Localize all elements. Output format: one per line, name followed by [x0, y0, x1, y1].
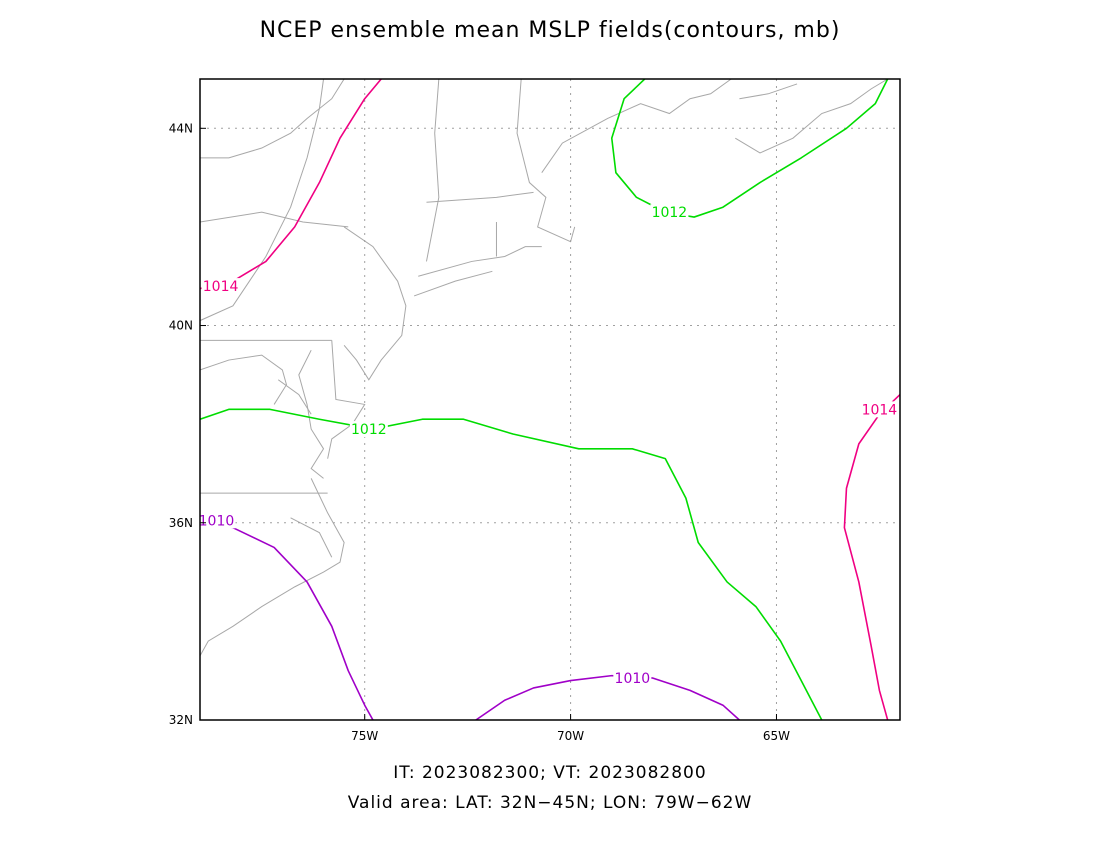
coastline-7: [418, 246, 542, 277]
gridline-layer: [200, 79, 900, 720]
contour-label-bg-4: [197, 512, 236, 529]
contour-1010-4: [200, 517, 374, 720]
coastline-16: [200, 478, 345, 657]
footer-valid-area: Valid area: LAT: 32N−45N; LON: 79W−62W: [347, 793, 753, 813]
contour-label-1014-1: 1014: [862, 402, 898, 418]
coastline-5: [426, 191, 534, 203]
contour-label-bg-2: [349, 421, 388, 438]
contour-1014-1: [843, 393, 900, 720]
contour-label-bg-1: [860, 401, 899, 418]
tick-label-lat-40N: 40N: [169, 319, 193, 333]
footer-times: IT: 2023082300; VT: 2023082800: [393, 763, 707, 783]
contour-layer: [200, 79, 900, 720]
map-title: NCEP ensemble mean MSLP fields(contours,…: [259, 18, 841, 43]
coastline-14: [277, 379, 312, 415]
coastline-20: [735, 79, 888, 154]
contour-1012-3: [610, 79, 889, 218]
coastline-3: [425, 79, 440, 262]
plot-frame: [199, 78, 901, 721]
contour-1014-0: [200, 79, 382, 290]
coastline-4: [516, 79, 576, 243]
coastline-1: [200, 79, 345, 159]
contour-label-1010-4: 1010: [199, 513, 235, 529]
tick-label-lon-75W: 75W: [351, 729, 378, 743]
contour-label-layer: 1014 1014 1012 1012 1010 1010: [197, 204, 899, 687]
contour-label-1010-5: 1010: [615, 671, 651, 687]
coastline-19: [739, 83, 798, 100]
coastline-8: [413, 270, 493, 297]
coastline-11: [327, 340, 366, 459]
coastline-layer: [200, 79, 888, 657]
coastline-12: [298, 349, 325, 479]
tick-label-lat-44N: 44N: [169, 121, 193, 135]
coastline-17: [290, 517, 333, 558]
coastline-2: [200, 211, 349, 228]
contour-label-1014-0: 1014: [203, 279, 239, 295]
contour-label-1012-3: 1012: [652, 205, 688, 221]
tick-label-lat-36N: 36N: [169, 516, 193, 530]
contour-1010-5: [475, 674, 740, 720]
axis-tick-layer: 75W 70W 65W 32N 36N 40N 44N: [169, 121, 790, 743]
tick-label-lat-32N: 32N: [169, 713, 193, 727]
contour-label-bg-5: [613, 670, 652, 687]
coastline-9: [343, 226, 407, 381]
coastline-13: [200, 354, 288, 405]
contour-label-bg-0: [201, 278, 240, 295]
contour-label-bg-3: [650, 204, 689, 221]
coastline-18: [541, 79, 732, 173]
contour-label-1012-2: 1012: [351, 422, 387, 438]
tick-label-lon-70W: 70W: [557, 729, 584, 743]
tick-label-lon-65W: 65W: [763, 729, 790, 743]
contour-1012-2: [200, 408, 823, 720]
